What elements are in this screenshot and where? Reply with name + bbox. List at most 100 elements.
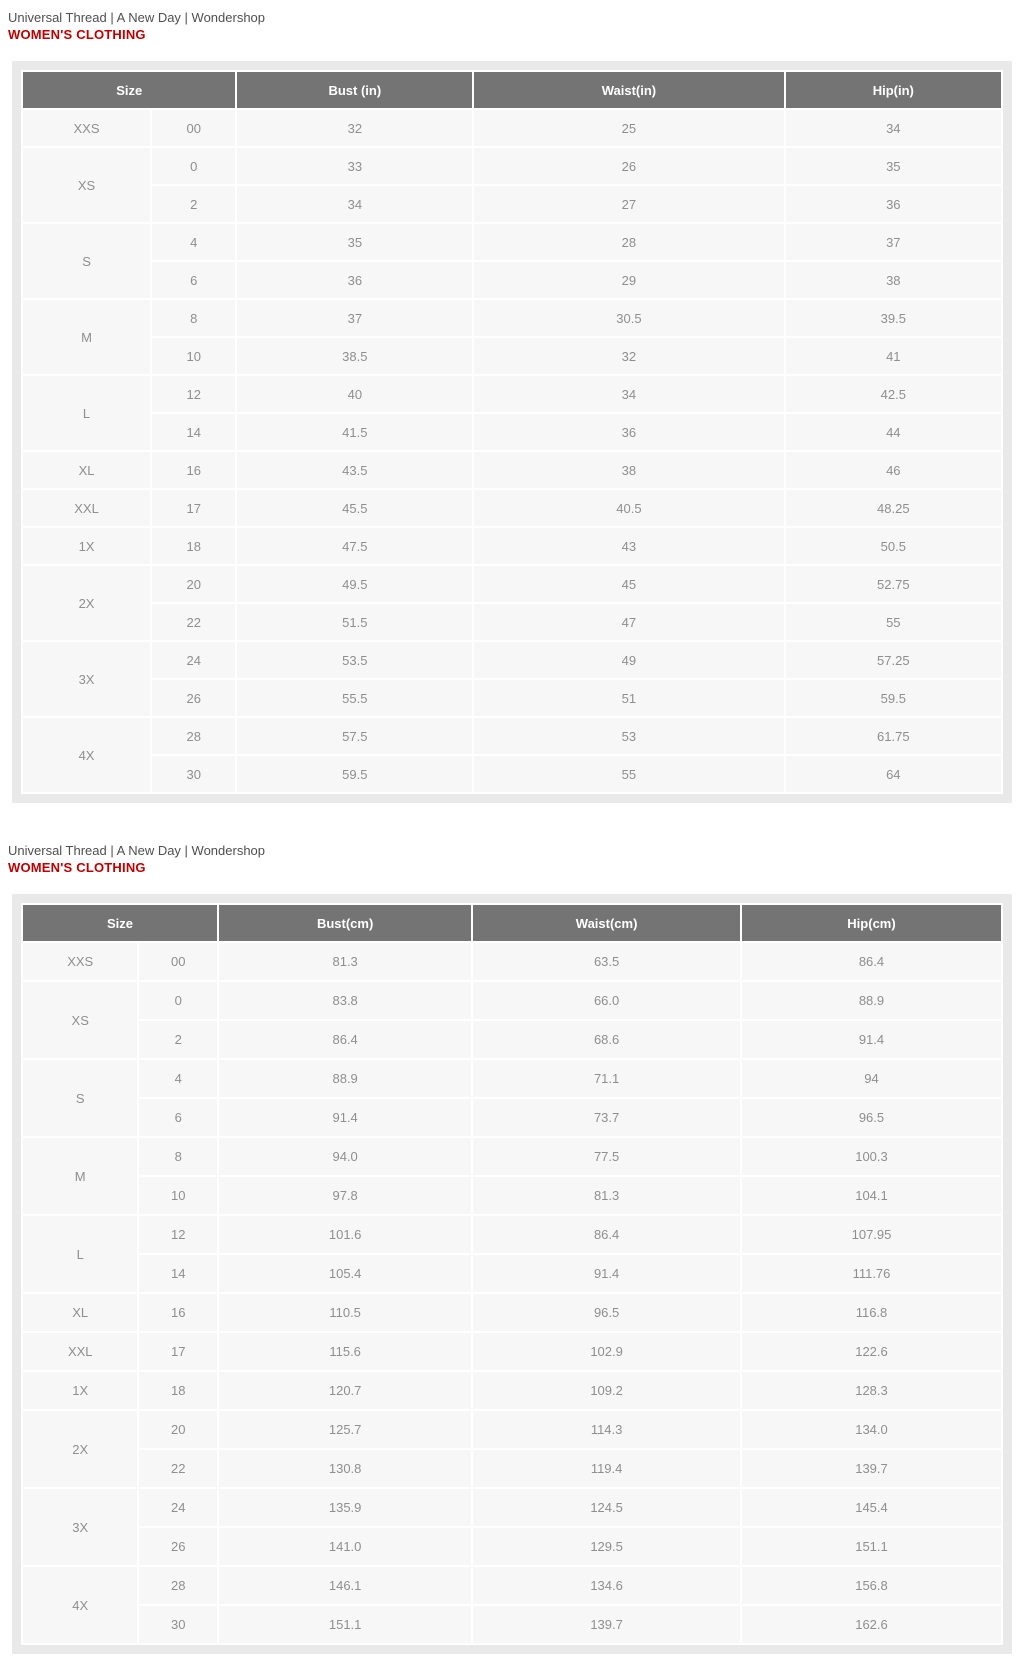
hip-cell: 50.5 <box>785 528 1001 564</box>
size-num-cell: 30 <box>152 756 236 792</box>
waist-cell: 53 <box>474 718 784 754</box>
waist-cell: 36 <box>474 414 784 450</box>
size-num-cell: 0 <box>152 148 236 184</box>
bust-cell: 43.5 <box>237 452 473 488</box>
size-num-cell: 22 <box>152 604 236 640</box>
hip-cell: 52.75 <box>785 566 1001 602</box>
waist-cell: 134.6 <box>473 1567 740 1604</box>
size-group-cell: XS <box>23 982 138 1058</box>
bust-cell: 40 <box>237 376 473 412</box>
size-chart-table-centimeters: Size Bust(cm) Waist(cm) Hip(cm) XXS 00 81.… <box>21 903 1003 1645</box>
size-chart-wrapper: Size Bust (in) Waist(in) Hip(in) XXS 00 32… <box>12 61 1012 803</box>
waist-cell: 34 <box>474 376 784 412</box>
table-row: XXS 00 32 25 34 <box>23 110 1001 146</box>
size-group-cell: 2X <box>23 566 151 640</box>
table-row: 30 151.1 139.7 162.6 <box>23 1606 1001 1643</box>
waist-cell: 29 <box>474 262 784 298</box>
hip-cell: 64 <box>785 756 1001 792</box>
header-row: Size Bust(cm) Waist(cm) Hip(cm) <box>23 905 1001 941</box>
size-num-cell: 20 <box>152 566 236 602</box>
table-row: XS 0 33 26 35 <box>23 148 1001 222</box>
bust-cell: 101.6 <box>219 1216 472 1253</box>
bust-cell: 53.5 <box>237 642 473 678</box>
size-group-cell: M <box>23 1138 138 1214</box>
hip-cell: 139.7 <box>741 1450 1001 1487</box>
size-num-cell: 28 <box>139 1567 218 1604</box>
bust-cell: 97.8 <box>219 1177 472 1214</box>
category-title: WOMEN'S CLOTHING <box>8 860 146 875</box>
size-table-body: XXS 00 32 25 34 XS 0 33 26 35 2 34 27 36 S 4 35 28 37 6 36 29… <box>23 110 1001 792</box>
table-row: 26 141.0 129.5 151.1 <box>23 1528 1001 1565</box>
hip-cell: 46 <box>785 452 1001 488</box>
waist-cell: 66.0 <box>473 982 740 1019</box>
bust-cell: 110.5 <box>219 1294 472 1331</box>
size-num-cell: 28 <box>152 718 236 754</box>
size-group-cell: XXL <box>23 1333 138 1370</box>
bust-cell: 83.8 <box>219 982 472 1019</box>
waist-cell: 49 <box>474 642 784 678</box>
hip-cell: 41 <box>785 338 1001 374</box>
hip-cell: 151.1 <box>741 1528 1001 1565</box>
table-row: M 8 94.0 77.5 100.3 <box>23 1138 1001 1214</box>
table-row: XL 16 110.5 96.5 116.8 <box>23 1294 1001 1331</box>
size-group-cell: 2X <box>23 1411 138 1487</box>
size-num-cell: 16 <box>152 452 236 488</box>
bust-cell: 81.3 <box>219 943 472 980</box>
hip-cell: 48.25 <box>785 490 1001 526</box>
hip-cell: 88.9 <box>741 982 1001 1019</box>
hip-cell: 96.5 <box>741 1099 1001 1136</box>
size-num-cell: 6 <box>139 1099 218 1136</box>
size-num-cell: 26 <box>139 1528 218 1565</box>
table-row: 4X 28 57.5 53 61.75 <box>23 718 1001 792</box>
waist-cell: 51 <box>474 680 784 716</box>
waist-cell: 27 <box>474 186 784 222</box>
table-row: XXS 00 81.3 63.5 86.4 <box>23 943 1001 980</box>
size-group-cell: 3X <box>23 1489 138 1565</box>
waist-cell: 114.3 <box>473 1411 740 1448</box>
waist-cell: 73.7 <box>473 1099 740 1136</box>
waist-cell: 124.5 <box>473 1489 740 1526</box>
bust-cell: 115.6 <box>219 1333 472 1370</box>
waist-cell: 81.3 <box>473 1177 740 1214</box>
table-header: Size Bust(cm) Waist(cm) Hip(cm) <box>23 905 1001 941</box>
table-row: 2X 20 49.5 45 52.75 <box>23 566 1001 640</box>
size-num-cell: 17 <box>152 490 236 526</box>
col-header-waist: Waist(in) <box>474 72 784 108</box>
bust-cell: 125.7 <box>219 1411 472 1448</box>
bust-cell: 105.4 <box>219 1255 472 1292</box>
size-num-cell: 8 <box>152 300 236 336</box>
bust-cell: 37 <box>237 300 473 336</box>
bust-cell: 57.5 <box>237 718 473 754</box>
size-num-cell: 16 <box>139 1294 218 1331</box>
waist-cell: 40.5 <box>474 490 784 526</box>
table-row: 10 38.5 32 41 <box>23 338 1001 374</box>
size-chart-wrapper: Size Bust(cm) Waist(cm) Hip(cm) XXS 00 81.… <box>12 894 1012 1654</box>
table-row: 14 105.4 91.4 111.76 <box>23 1255 1001 1292</box>
table-row: 22 51.5 47 55 <box>23 604 1001 640</box>
col-header-bust: Bust (in) <box>237 72 473 108</box>
bust-cell: 34 <box>237 186 473 222</box>
size-num-cell: 26 <box>152 680 236 716</box>
bust-cell: 91.4 <box>219 1099 472 1136</box>
hip-cell: 38 <box>785 262 1001 298</box>
size-num-cell: 4 <box>152 224 236 260</box>
size-group-cell: 1X <box>23 528 151 564</box>
bust-cell: 59.5 <box>237 756 473 792</box>
table-row: 10 97.8 81.3 104.1 <box>23 1177 1001 1214</box>
hip-cell: 91.4 <box>741 1021 1001 1058</box>
waist-cell: 86.4 <box>473 1216 740 1253</box>
size-num-cell: 12 <box>139 1216 218 1253</box>
bust-cell: 35 <box>237 224 473 260</box>
table-row: 4X 28 146.1 134.6 156.8 <box>23 1567 1001 1643</box>
size-group-cell: XXL <box>23 490 151 526</box>
size-num-cell: 30 <box>139 1606 218 1643</box>
bust-cell: 146.1 <box>219 1567 472 1604</box>
hip-cell: 145.4 <box>741 1489 1001 1526</box>
hip-cell: 111.76 <box>741 1255 1001 1292</box>
waist-cell: 26 <box>474 148 784 184</box>
hip-cell: 35 <box>785 148 1001 184</box>
hip-cell: 44 <box>785 414 1001 450</box>
size-num-cell: 0 <box>139 982 218 1019</box>
hip-cell: 100.3 <box>741 1138 1001 1175</box>
size-chart-table-inches: Size Bust (in) Waist(in) Hip(in) XXS 00 32… <box>21 70 1003 794</box>
